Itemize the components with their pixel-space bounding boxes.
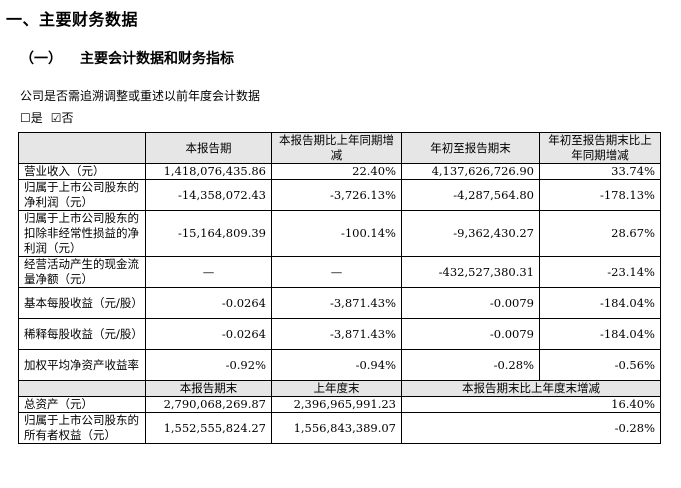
header-cell: 年初至报告期末比上年同期增减 <box>539 132 661 164</box>
cell-value: -9,362,430.27 <box>401 210 540 257</box>
section-title: 一、主要财务数据 <box>6 10 139 29</box>
header-cell <box>18 380 146 397</box>
cell-value: 28.67% <box>539 210 661 257</box>
cell-value: -0.28% <box>401 349 540 381</box>
table-row: 总资产（元） 2,790,068,269.87 2,396,965,991.23… <box>18 396 661 413</box>
header-cell: 本报告期末 <box>145 380 272 397</box>
cell-value: -3,726.13% <box>271 179 402 211</box>
cell-value: -0.56% <box>539 349 661 381</box>
table-row: 基本每股收益（元/股） -0.0264 -3,871.43% -0.0079 -… <box>18 287 661 319</box>
header-cell: 本报告期 <box>145 132 272 164</box>
cell-value: -0.0264 <box>145 287 272 319</box>
yes-checkbox-icon: ☐ <box>20 111 31 125</box>
row-label: 基本每股收益（元/股） <box>18 287 146 319</box>
header-cell <box>18 132 146 164</box>
table-header-row-2: 本报告期末 上年度末 本报告期末比上年度末增减 <box>18 380 661 397</box>
cell-value: -14,358,072.43 <box>145 179 272 211</box>
cell-value: 22.40% <box>271 163 402 180</box>
row-label: 总资产（元） <box>18 396 146 413</box>
cell-value: -15,164,809.39 <box>145 210 272 257</box>
cell-value: -432,527,380.31 <box>401 256 540 288</box>
restate-question: 公司是否需追溯调整或重述以前年度会计数据 <box>20 89 261 103</box>
cell-value: 33.74% <box>539 163 661 180</box>
cell-value: -3,871.43% <box>271 318 402 350</box>
table-header-row: 本报告期 本报告期比上年同期增减 年初至报告期末 年初至报告期末比上年同期增减 <box>18 132 661 164</box>
cell-value: -0.0264 <box>145 318 272 350</box>
subsection-number: （一） <box>20 51 62 67</box>
header-cell: 年初至报告期末 <box>401 132 540 164</box>
cell-value: — <box>145 256 272 288</box>
cell-value: -23.14% <box>539 256 661 288</box>
row-label: 归属于上市公司股东的扣除非经常性损益的净利润（元） <box>18 210 146 257</box>
subsection-title: 主要会计数据和财务指标 <box>80 51 234 67</box>
cell-value: -178.13% <box>539 179 661 211</box>
row-label: 加权平均净资产收益率 <box>18 349 146 381</box>
table-row: 营业收入（元） 1,418,076,435.86 22.40% 4,137,62… <box>18 163 661 180</box>
cell-value: -184.04% <box>539 287 661 319</box>
cell-value: 2,790,068,269.87 <box>145 396 272 413</box>
table-row: 归属于上市公司股东的净利润（元） -14,358,072.43 -3,726.1… <box>18 179 661 211</box>
cell-value: -0.94% <box>271 349 402 381</box>
cell-value: 4,137,626,726.90 <box>401 163 540 180</box>
header-cell: 本报告期比上年同期增减 <box>271 132 402 164</box>
row-label: 经营活动产生的现金流量净额（元） <box>18 256 146 288</box>
yes-label: 是 <box>30 111 43 125</box>
table-row: 归属于上市公司股东的扣除非经常性损益的净利润（元） -15,164,809.39… <box>18 210 661 257</box>
cell-value: 2,396,965,991.23 <box>271 396 402 413</box>
cell-value: 1,418,076,435.86 <box>145 163 272 180</box>
table-row: 稀释每股收益（元/股） -0.0264 -3,871.43% -0.0079 -… <box>18 318 661 350</box>
no-label: 否 <box>61 111 74 125</box>
cell-value: -0.28% <box>401 412 661 444</box>
cell-value: -3,871.43% <box>271 287 402 319</box>
restate-choice: ☐是 ☑否 <box>20 109 74 126</box>
subsection-heading: （一） 主要会计数据和财务指标 <box>20 48 234 68</box>
no-checkbox-checked-icon: ☑ <box>50 111 62 125</box>
table-row: 经营活动产生的现金流量净额（元） — — -432,527,380.31 -23… <box>18 256 661 288</box>
cell-value: -0.0079 <box>401 287 540 319</box>
cell-value: 1,552,555,824.27 <box>145 412 272 444</box>
cell-value: -4,287,564.80 <box>401 179 540 211</box>
financial-data-table: 本报告期 本报告期比上年同期增减 年初至报告期末 年初至报告期末比上年同期增减 … <box>18 132 661 444</box>
row-label: 营业收入（元） <box>18 163 146 180</box>
header-cell: 本报告期末比上年度末增减 <box>401 380 661 397</box>
cell-value: -184.04% <box>539 318 661 350</box>
row-label: 稀释每股收益（元/股） <box>18 318 146 350</box>
cell-value: — <box>271 256 402 288</box>
cell-value: 16.40% <box>401 396 661 413</box>
cell-value: -0.92% <box>145 349 272 381</box>
cell-value: -0.0079 <box>401 318 540 350</box>
cell-value: -100.14% <box>271 210 402 257</box>
cell-value: 1,556,843,389.07 <box>271 412 402 444</box>
table-row: 归属于上市公司股东的所有者权益（元） 1,552,555,824.27 1,55… <box>18 412 661 444</box>
row-label: 归属于上市公司股东的净利润（元） <box>18 179 146 211</box>
table-row: 加权平均净资产收益率 -0.92% -0.94% -0.28% -0.56% <box>18 349 661 381</box>
header-cell: 上年度末 <box>271 380 402 397</box>
row-label: 归属于上市公司股东的所有者权益（元） <box>18 412 146 444</box>
